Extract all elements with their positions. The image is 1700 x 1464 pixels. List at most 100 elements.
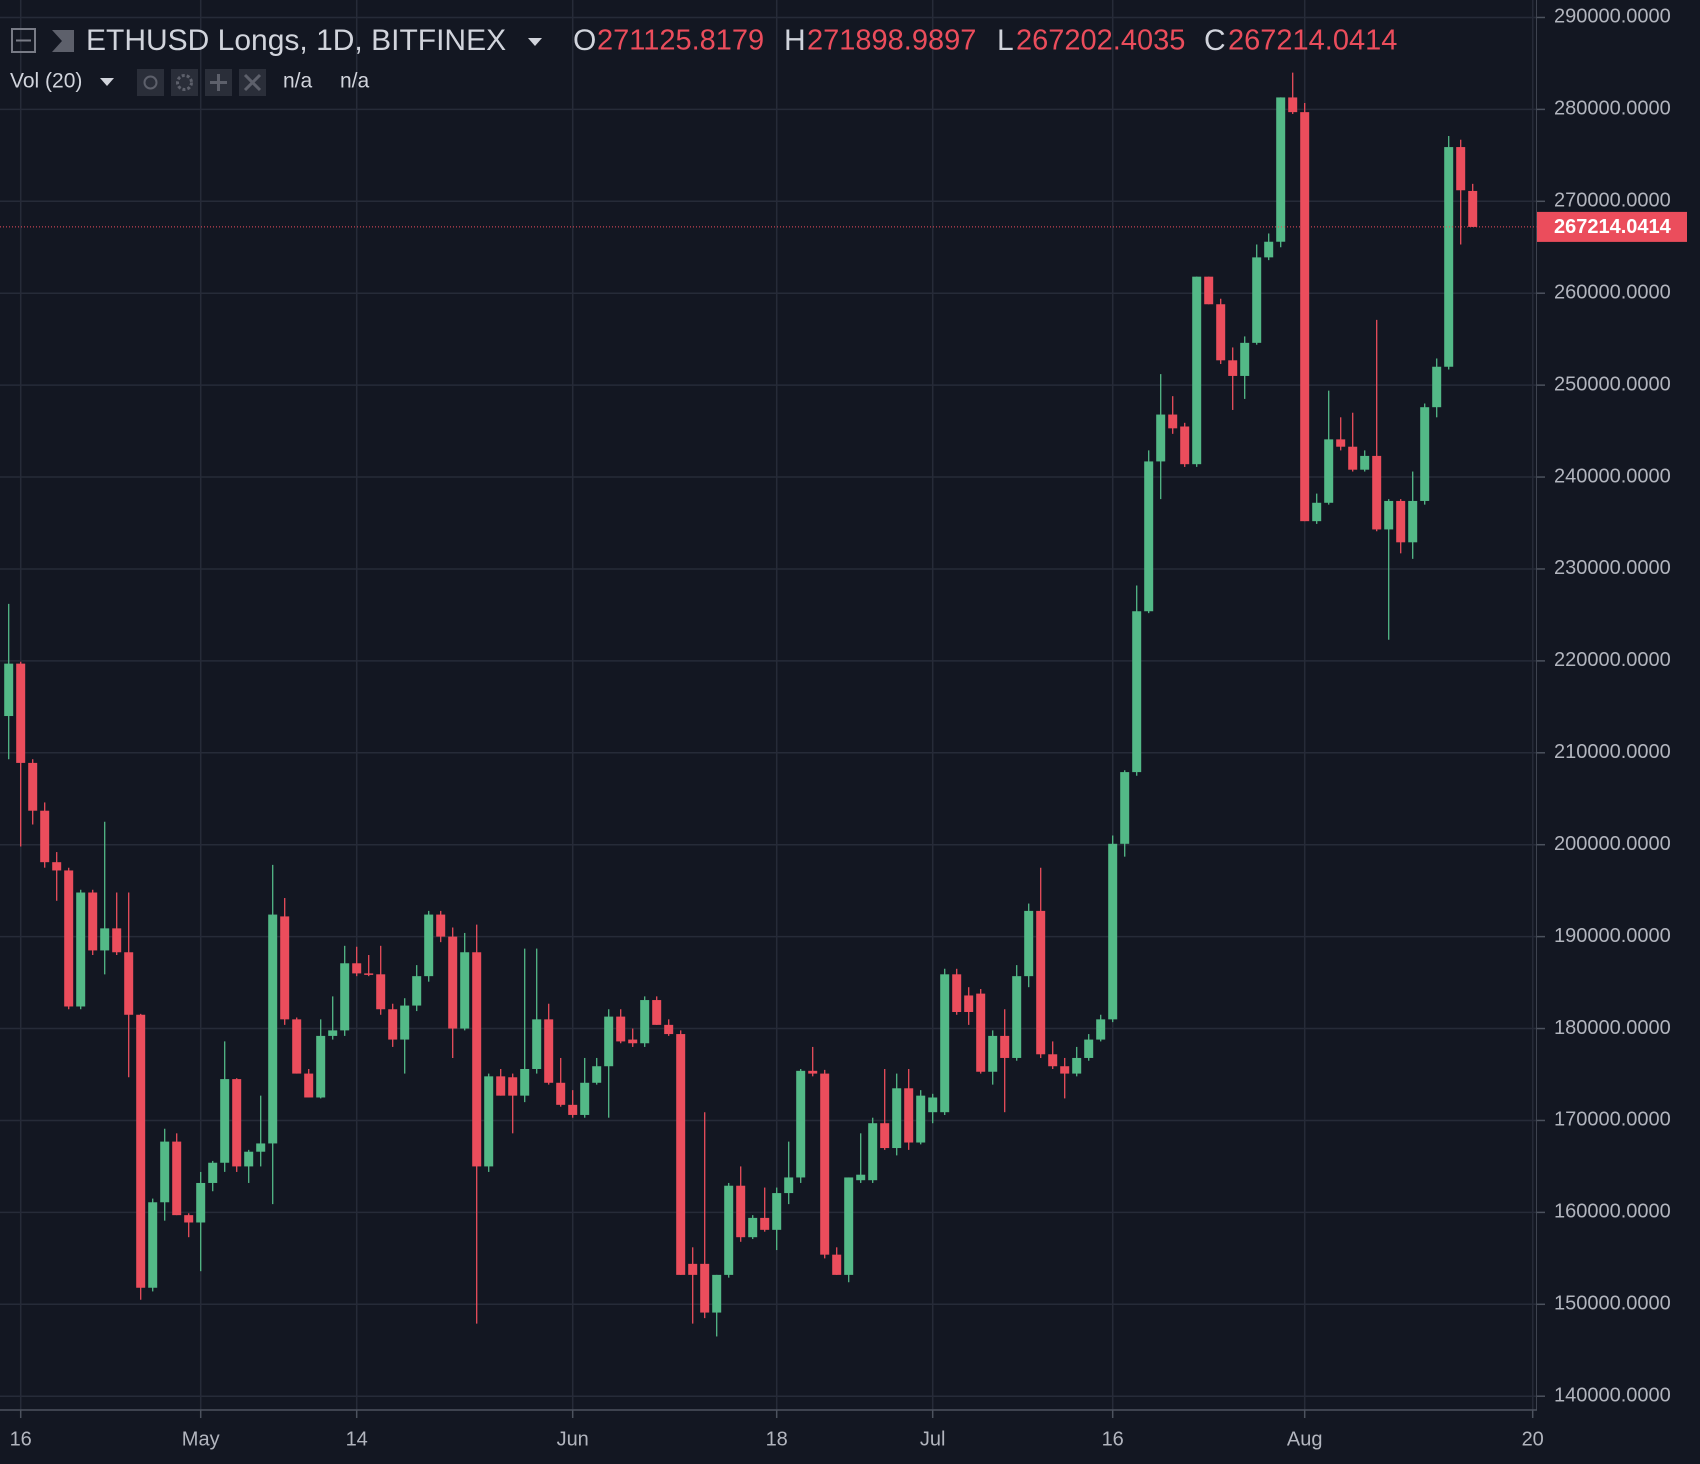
axes: 140000.0000 150000.0000 160000.0000 170000.… bbox=[10, 6, 1687, 1450]
x-tick-label: 20 bbox=[1522, 1428, 1544, 1450]
candle-body bbox=[376, 974, 386, 1010]
candle-body bbox=[808, 1070, 818, 1074]
candle-body bbox=[220, 1079, 230, 1163]
y-tick-label: 260000.0000 bbox=[1554, 281, 1671, 303]
symbol-dropdown[interactable] bbox=[528, 38, 542, 46]
y-tick-label: 250000.0000 bbox=[1554, 373, 1671, 395]
candle-body bbox=[340, 963, 350, 1031]
high-label: H bbox=[784, 24, 806, 57]
candle-body bbox=[1324, 439, 1334, 503]
x-tick-label: May bbox=[182, 1428, 220, 1450]
candle-body bbox=[748, 1217, 758, 1238]
candle-body bbox=[76, 892, 86, 1007]
collapse-icon[interactable] bbox=[11, 28, 36, 53]
candle-body bbox=[1396, 500, 1406, 543]
candle-body bbox=[160, 1141, 170, 1203]
candle-body bbox=[664, 1024, 674, 1035]
candle-body bbox=[1252, 257, 1262, 343]
candle-body bbox=[16, 663, 26, 763]
candle-body bbox=[616, 1016, 626, 1042]
candle-body bbox=[232, 1079, 242, 1167]
y-tick-label: 270000.0000 bbox=[1554, 190, 1671, 212]
candle-body bbox=[1372, 455, 1382, 530]
candle-body bbox=[28, 762, 38, 811]
candle-body bbox=[1060, 1066, 1070, 1074]
candle-body bbox=[604, 1016, 614, 1067]
candle-body bbox=[328, 1030, 338, 1036]
last-price-badge bbox=[1537, 211, 1687, 242]
candle-body bbox=[556, 1082, 566, 1105]
x-tick-label: 16 bbox=[1102, 1428, 1124, 1450]
series-icon bbox=[52, 30, 74, 52]
candle-body bbox=[1180, 426, 1190, 465]
candle-body bbox=[1096, 1019, 1106, 1040]
candle-body bbox=[412, 976, 422, 1006]
candle-body bbox=[352, 963, 362, 974]
candle-body bbox=[520, 1068, 530, 1096]
candle-body bbox=[1036, 910, 1046, 1055]
price-axis-area bbox=[1537, 0, 1700, 1464]
symbol-title[interactable]: ETHUSD Longs, 1D, BITFINEX bbox=[86, 24, 506, 57]
candle-body bbox=[1312, 502, 1322, 522]
candle-body bbox=[52, 862, 62, 871]
candle-body bbox=[1216, 304, 1226, 361]
candle-body bbox=[724, 1185, 734, 1275]
candle-body bbox=[856, 1174, 866, 1181]
candle-body bbox=[448, 936, 458, 1029]
candle-body bbox=[1420, 407, 1430, 501]
candle-body bbox=[1132, 611, 1142, 773]
candle-body bbox=[292, 1019, 302, 1074]
candle-body bbox=[1240, 342, 1250, 376]
candle-body bbox=[784, 1177, 794, 1194]
candle-body bbox=[688, 1263, 698, 1275]
candle-body bbox=[1408, 500, 1418, 543]
time-axis-area bbox=[0, 1411, 1537, 1464]
y-tick-label: 210000.0000 bbox=[1554, 741, 1671, 763]
candle-body bbox=[1360, 455, 1370, 470]
indicator-value: n/a bbox=[283, 70, 313, 93]
y-tick-label: 290000.0000 bbox=[1554, 6, 1671, 28]
candle-body bbox=[832, 1254, 842, 1275]
candle-body bbox=[904, 1088, 914, 1143]
x-tick-label: 16 bbox=[10, 1428, 32, 1450]
candle-body bbox=[256, 1143, 266, 1152]
y-tick-label: 140000.0000 bbox=[1554, 1384, 1671, 1406]
candle-body bbox=[1444, 147, 1454, 367]
candle-body bbox=[760, 1217, 770, 1230]
candle-body bbox=[736, 1185, 746, 1238]
candle-body bbox=[1168, 414, 1178, 429]
indicator-visibility-button[interactable] bbox=[137, 69, 164, 96]
candle-body bbox=[820, 1073, 830, 1255]
candle-body bbox=[1024, 910, 1034, 977]
candle-body bbox=[1264, 241, 1274, 258]
candle-body bbox=[40, 810, 50, 863]
close-label: C bbox=[1204, 24, 1226, 57]
close-value: 267214.0414 bbox=[1228, 25, 1397, 57]
candle-body bbox=[916, 1095, 926, 1143]
candle-body bbox=[1000, 1035, 1010, 1058]
y-tick-label: 180000.0000 bbox=[1554, 1017, 1671, 1039]
candle-body bbox=[280, 916, 290, 1020]
y-tick-label: 200000.0000 bbox=[1554, 833, 1671, 855]
candle-body bbox=[1300, 112, 1310, 522]
candle-body bbox=[316, 1035, 326, 1098]
candle-body bbox=[304, 1073, 314, 1098]
indicator-settings-button[interactable] bbox=[171, 69, 198, 96]
candle-body bbox=[880, 1123, 890, 1149]
candles bbox=[0, 72, 1537, 1337]
candle-body bbox=[1192, 276, 1202, 465]
candle-body bbox=[496, 1076, 506, 1096]
candle-body bbox=[208, 1162, 218, 1183]
candle-body bbox=[460, 952, 470, 1029]
candle-body bbox=[124, 952, 134, 1015]
candle-body bbox=[148, 1202, 158, 1288]
candle-body bbox=[1468, 190, 1478, 227]
candle-body bbox=[712, 1274, 722, 1313]
candle-body bbox=[844, 1177, 854, 1275]
indicator-dropdown[interactable] bbox=[100, 78, 114, 86]
candle-body bbox=[400, 1005, 410, 1040]
indicator-name[interactable]: Vol (20) bbox=[10, 70, 82, 93]
candle-body bbox=[652, 1000, 662, 1025]
candle-body bbox=[88, 892, 98, 951]
